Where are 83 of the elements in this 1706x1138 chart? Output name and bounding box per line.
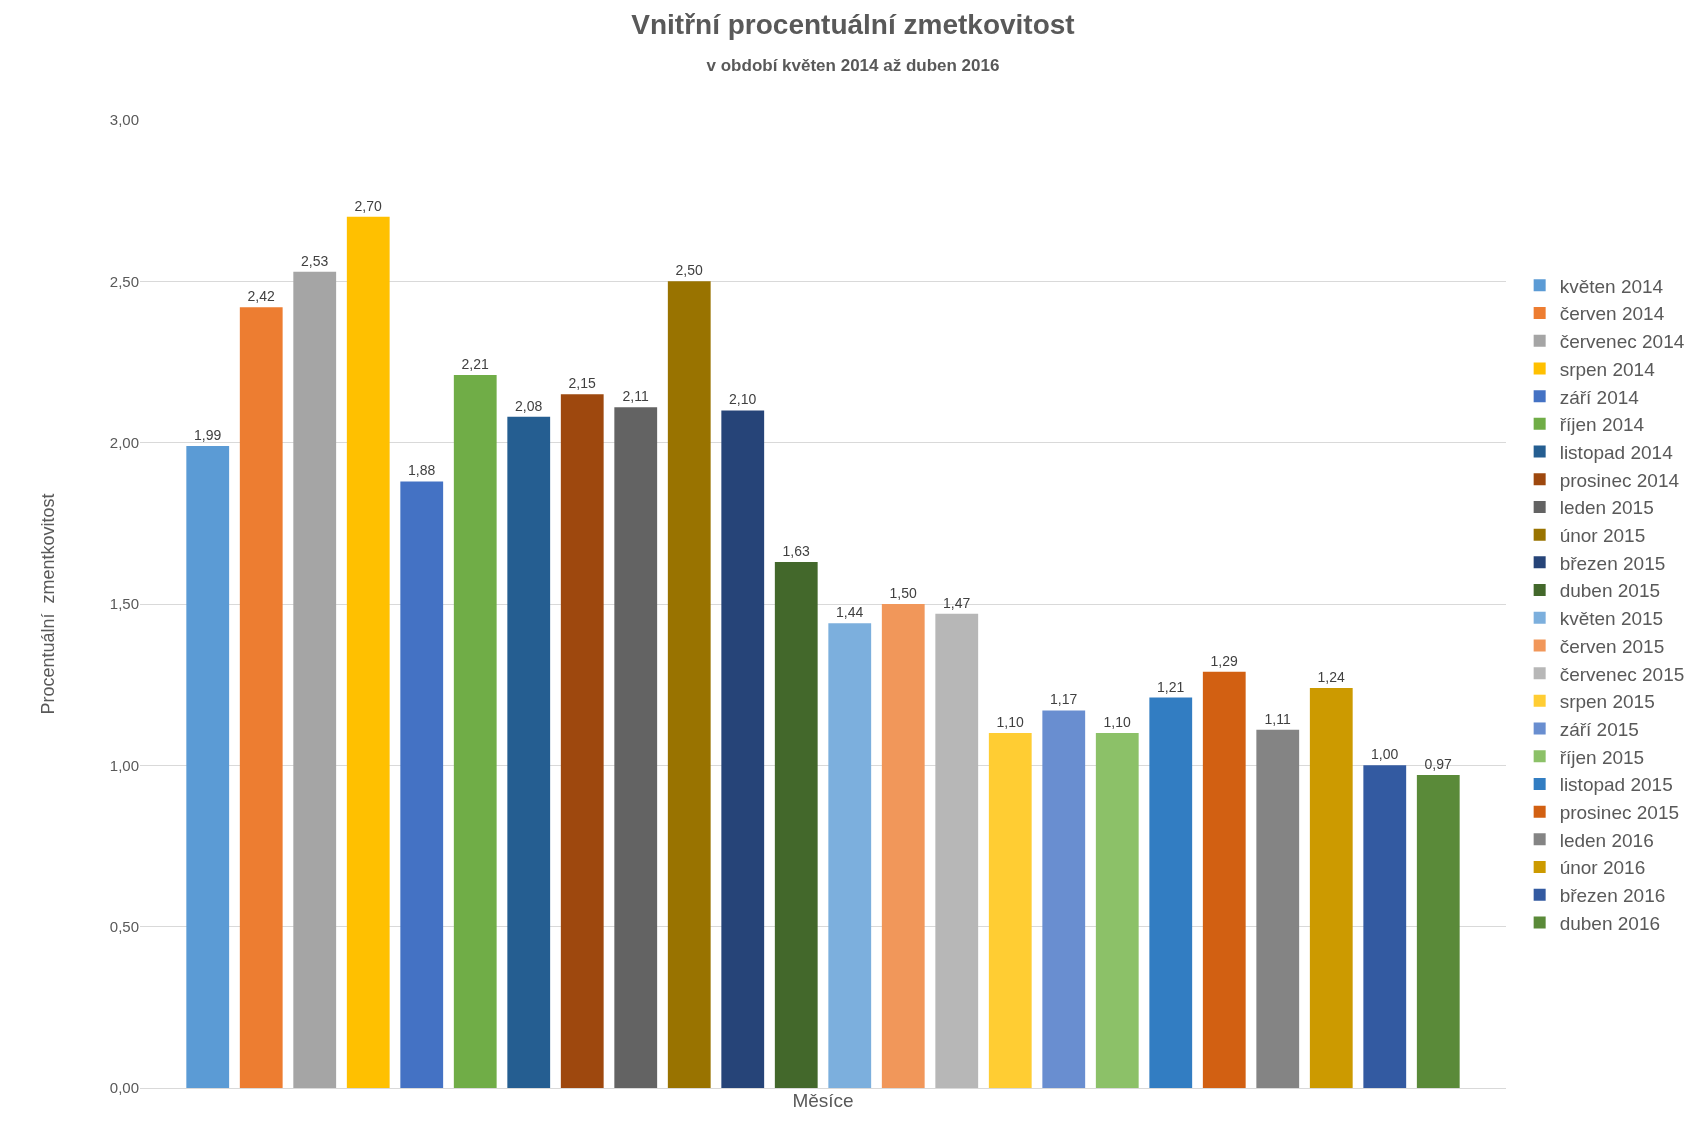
data-label: 1,10 [996,714,1024,731]
legend-label: srpen 2015 [1559,691,1655,713]
legend-label: listopad 2015 [1559,774,1673,796]
legend-label: červen 2015 [1559,635,1665,657]
data-label: 1,00 [1371,746,1399,763]
bar [1363,765,1407,1088]
data-label: 1,17 [1050,691,1078,708]
data-label: 1,50 [889,585,917,601]
y-tick-label: 2,00 [109,433,139,451]
bar [453,374,497,1088]
y-tick-label: 2,50 [109,272,139,290]
bar [293,271,337,1088]
legend-label: leden 2016 [1559,829,1654,851]
data-label: 1,11 [1264,710,1291,727]
data-label: 1,47 [943,594,971,611]
data-label: 1,29 [1210,652,1238,669]
legend-label: květen 2014 [1559,275,1664,297]
legend-label: únor 2015 [1559,525,1646,547]
bar [400,481,444,1088]
bar [1149,697,1193,1088]
legend-label: září 2015 [1559,718,1639,740]
bar [1042,710,1086,1088]
legend-label: květen 2015 [1559,608,1664,630]
data-label: 2,42 [247,288,275,305]
data-label: 2,11 [622,388,649,405]
data-label: 2,08 [515,397,543,414]
y-tick-label: 0,00 [109,1079,139,1097]
legend-label: červen 2014 [1559,303,1665,325]
bar [721,410,765,1088]
data-label: 2,10 [729,391,757,408]
legend-label: březen 2016 [1559,885,1666,907]
legend-label: červenec 2014 [1559,331,1685,353]
legend-label: srpen 2014 [1559,358,1656,380]
data-label: 2,15 [568,375,596,392]
bar [186,445,230,1088]
y-tick-label: 1,50 [109,595,139,613]
bar [1309,687,1353,1088]
data-label: 1,10 [1103,714,1131,731]
legend-label: listopad 2014 [1559,441,1674,463]
data-label: 2,50 [675,262,703,279]
data-label: 1,88 [408,462,436,479]
legend-label: říjen 2015 [1559,746,1645,768]
legend-label: únor 2016 [1559,857,1646,879]
legend-label: březen 2015 [1559,552,1666,574]
bar [507,416,551,1088]
bar [1202,671,1246,1088]
data-label: 1,24 [1317,668,1345,685]
y-tick-label: 0,50 [109,917,139,935]
x-axis-title: Měsíce [792,1089,854,1111]
bar [1416,775,1460,1088]
bar [346,216,390,1088]
legend-label: duben 2015 [1559,580,1661,602]
bar [828,623,872,1088]
legend-label: červenec 2015 [1559,663,1685,685]
data-label: 0,97 [1424,756,1452,773]
data-label: 2,53 [301,252,329,269]
bar [239,307,283,1088]
legend-label: leden 2015 [1559,497,1654,519]
data-label: 2,21 [461,355,489,372]
bar [935,613,979,1088]
legend-label: duben 2016 [1559,912,1661,934]
chart-subtitle: v období květen 2014 až duben 2016 [706,55,1000,75]
bar [667,281,711,1088]
data-label: 1,99 [194,426,222,443]
y-tick-label: 3,00 [109,111,139,129]
bar [881,604,925,1088]
data-label: 2,70 [354,197,382,214]
data-label: 1,63 [782,543,810,560]
legend-label: říjen 2014 [1559,414,1645,436]
y-tick-label: 1,00 [109,756,139,774]
bar [614,407,658,1088]
legend-label: září 2014 [1559,386,1640,408]
bar [774,562,818,1088]
data-label: 1,21 [1157,678,1185,695]
bar [1256,729,1300,1088]
bar [1095,733,1139,1088]
y-axis-title: Procentuální zmentkovitost [38,493,58,715]
bar [988,733,1032,1088]
data-label: 1,44 [836,604,864,621]
chart-title: Vnitřní procentuální zmetkovitost [631,9,1075,41]
bar [560,394,604,1088]
legend-label: prosinec 2015 [1559,802,1680,824]
legend-label: prosinec 2014 [1559,469,1680,491]
